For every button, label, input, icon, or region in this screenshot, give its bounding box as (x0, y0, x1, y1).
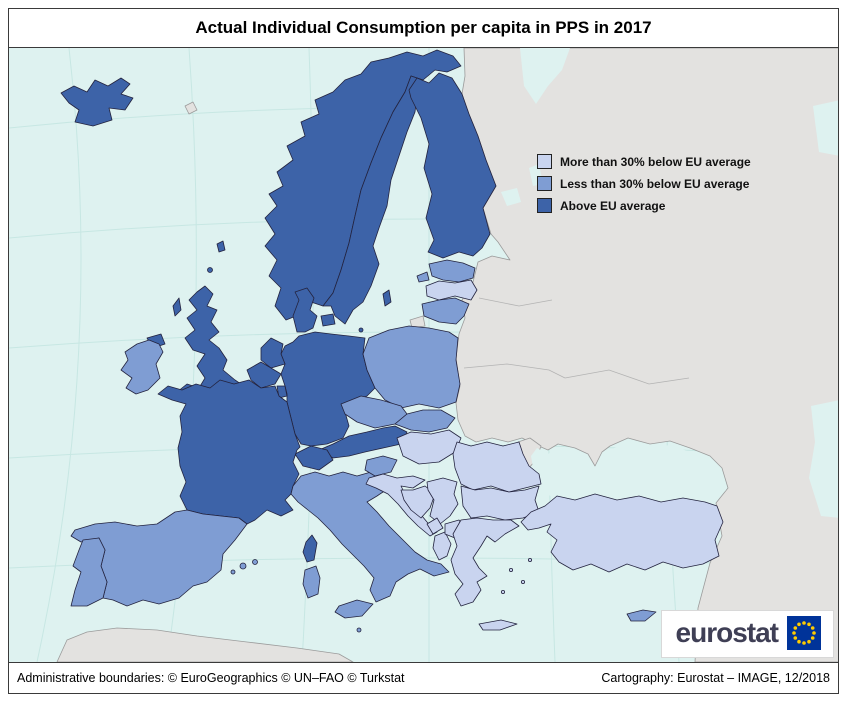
country-switzerland (294, 445, 334, 471)
island-menorca (252, 559, 258, 565)
legend-swatch-below-gt30 (537, 154, 552, 169)
country-italy (290, 471, 450, 603)
country-belgium (246, 361, 282, 389)
caspian-sea (809, 400, 838, 518)
island-crete (478, 619, 518, 631)
europe-map (9, 48, 838, 662)
map-area: More than 30% below EU average Less than… (8, 47, 839, 663)
country-romania (452, 441, 542, 493)
legend-label: Less than 30% below EU average (560, 176, 750, 191)
map-title: Actual Individual Consumption per capita… (8, 8, 839, 48)
eurostat-logo-text: eurostat (675, 617, 779, 648)
country-netherlands (260, 337, 286, 369)
island-hebrides (172, 297, 182, 317)
legend-label: Above EU average (560, 198, 666, 213)
lake-ladoga (501, 188, 521, 206)
country-bulgaria (460, 485, 540, 521)
country-greece (450, 517, 520, 607)
country-bosnia-herzegovina (400, 485, 436, 519)
legend-item: Less than 30% below EU average (537, 176, 751, 191)
country-austria (318, 425, 408, 459)
country-serbia (426, 477, 459, 525)
country-sweden (322, 75, 424, 325)
legend-item: Above EU average (537, 198, 751, 213)
island-zealand (320, 313, 336, 327)
sea-overlays (501, 48, 838, 518)
island-saaremaa (416, 271, 430, 283)
legend-swatch-above (537, 198, 552, 213)
countries-layer (60, 49, 724, 633)
footer-boundaries-text: Administrative boundaries: © EuroGeograp… (17, 671, 405, 685)
country-slovakia (394, 409, 456, 433)
island-mallorca (239, 562, 247, 570)
country-estonia (428, 259, 476, 283)
country-montenegro (426, 517, 444, 535)
legend-swatch-below-lt30 (537, 176, 552, 191)
country-slovenia (364, 455, 398, 477)
faroe-islands (184, 101, 198, 115)
country-finland (408, 72, 497, 259)
aegean-island (521, 580, 526, 585)
country-iceland (60, 77, 134, 127)
legend-label: More than 30% below EU average (560, 154, 751, 169)
footer-cartography-text: Cartography: Eurostat – IMAGE, 12/2018 (601, 671, 830, 685)
island-shetland (216, 240, 226, 253)
country-malta (356, 627, 362, 633)
country-poland (362, 325, 461, 409)
no-data-internal-borders (463, 297, 690, 385)
aegean-island (528, 557, 533, 562)
country-croatia (365, 473, 438, 537)
country-lithuania (421, 297, 470, 325)
eurostat-logo: eurostat (660, 610, 834, 658)
country-portugal (70, 537, 108, 607)
black-sea (531, 442, 726, 500)
island-ibiza (230, 569, 236, 575)
aegean-island (508, 568, 513, 573)
island-gotland (382, 289, 392, 307)
page: Actual Individual Consumption per capita… (8, 8, 839, 694)
legend: More than 30% below EU average Less than… (537, 154, 751, 213)
region-kaliningrad (409, 315, 426, 329)
island-orkney (207, 267, 213, 273)
country-cyprus (626, 609, 657, 622)
island-bornholm (358, 327, 364, 333)
country-ireland (120, 339, 164, 395)
legend-item: More than 30% below EU average (537, 154, 751, 169)
island-corsica (302, 534, 318, 563)
aegean-island (500, 590, 505, 595)
island-sardinia (302, 565, 321, 599)
barents-inlet (813, 100, 838, 156)
eu-flag-icon (787, 616, 821, 650)
country-latvia (425, 279, 478, 301)
island-sicily (334, 599, 374, 619)
map-footer: Administrative boundaries: © EuroGeograp… (8, 662, 839, 694)
white-sea (520, 48, 570, 104)
country-germany (280, 331, 376, 447)
region-north-africa (56, 627, 354, 662)
country-denmark (292, 287, 318, 333)
country-turkey (520, 493, 724, 573)
